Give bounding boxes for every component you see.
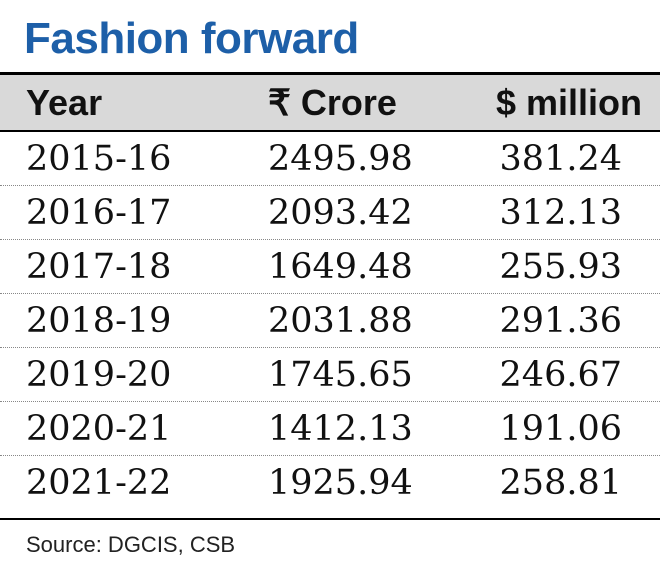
cell-usd-million: 255.93 [499, 247, 622, 287]
table-header: Year ₹ Crore $ million [0, 75, 660, 130]
cell-year: 2020-21 [26, 409, 172, 449]
table-row: 2020-21 1412.13 191.06 [0, 402, 660, 456]
cell-inr-crore: 1412.13 [268, 409, 413, 449]
header-rule [0, 130, 660, 132]
cell-year: 2021-22 [26, 463, 172, 503]
cell-year: 2015-16 [26, 139, 172, 179]
header-usd-million: $ million [495, 82, 642, 123]
cell-usd-million: 312.13 [499, 193, 622, 233]
cell-usd-million: 246.67 [499, 355, 622, 395]
cell-usd-million: 258.81 [499, 463, 622, 503]
table-row: 2015-16 2495.98 381.24 [0, 132, 660, 186]
cell-usd-million: 191.06 [499, 409, 622, 449]
table-row: 2016-17 2093.42 312.13 [0, 186, 660, 240]
table-body: 2015-16 2495.98 381.24 2016-17 2093.42 3… [0, 132, 660, 510]
chart-title: Fashion forward [24, 14, 359, 63]
cell-year: 2018-19 [26, 301, 172, 341]
cell-inr-crore: 1925.94 [268, 463, 413, 503]
cell-inr-crore: 2031.88 [268, 301, 413, 341]
cell-inr-crore: 2093.42 [268, 193, 413, 233]
header-year: Year [26, 82, 103, 123]
table-row: 2017-18 1649.48 255.93 [0, 240, 660, 294]
cell-year: 2016-17 [26, 193, 172, 233]
top-rule [0, 72, 660, 75]
table-row: 2018-19 2031.88 291.36 [0, 294, 660, 348]
header-inr-crore: ₹ Crore [268, 82, 397, 123]
table-row: 2021-22 1925.94 258.81 [0, 456, 660, 510]
cell-inr-crore: 1745.65 [268, 355, 413, 395]
cell-usd-million: 291.36 [499, 301, 622, 341]
cell-year: 2017-18 [26, 247, 172, 287]
cell-inr-crore: 2495.98 [268, 139, 413, 179]
cell-inr-crore: 1649.48 [268, 247, 413, 287]
source-note: Source: DGCIS, CSB [26, 532, 236, 557]
cell-year: 2019-20 [26, 355, 172, 395]
cell-usd-million: 381.24 [499, 139, 622, 179]
bottom-rule [0, 518, 660, 520]
table-row: 2019-20 1745.65 246.67 [0, 348, 660, 402]
